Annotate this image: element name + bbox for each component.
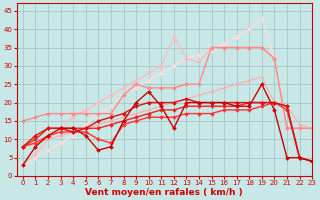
X-axis label: Vent moyen/en rafales ( km/h ): Vent moyen/en rafales ( km/h ) (85, 188, 243, 197)
